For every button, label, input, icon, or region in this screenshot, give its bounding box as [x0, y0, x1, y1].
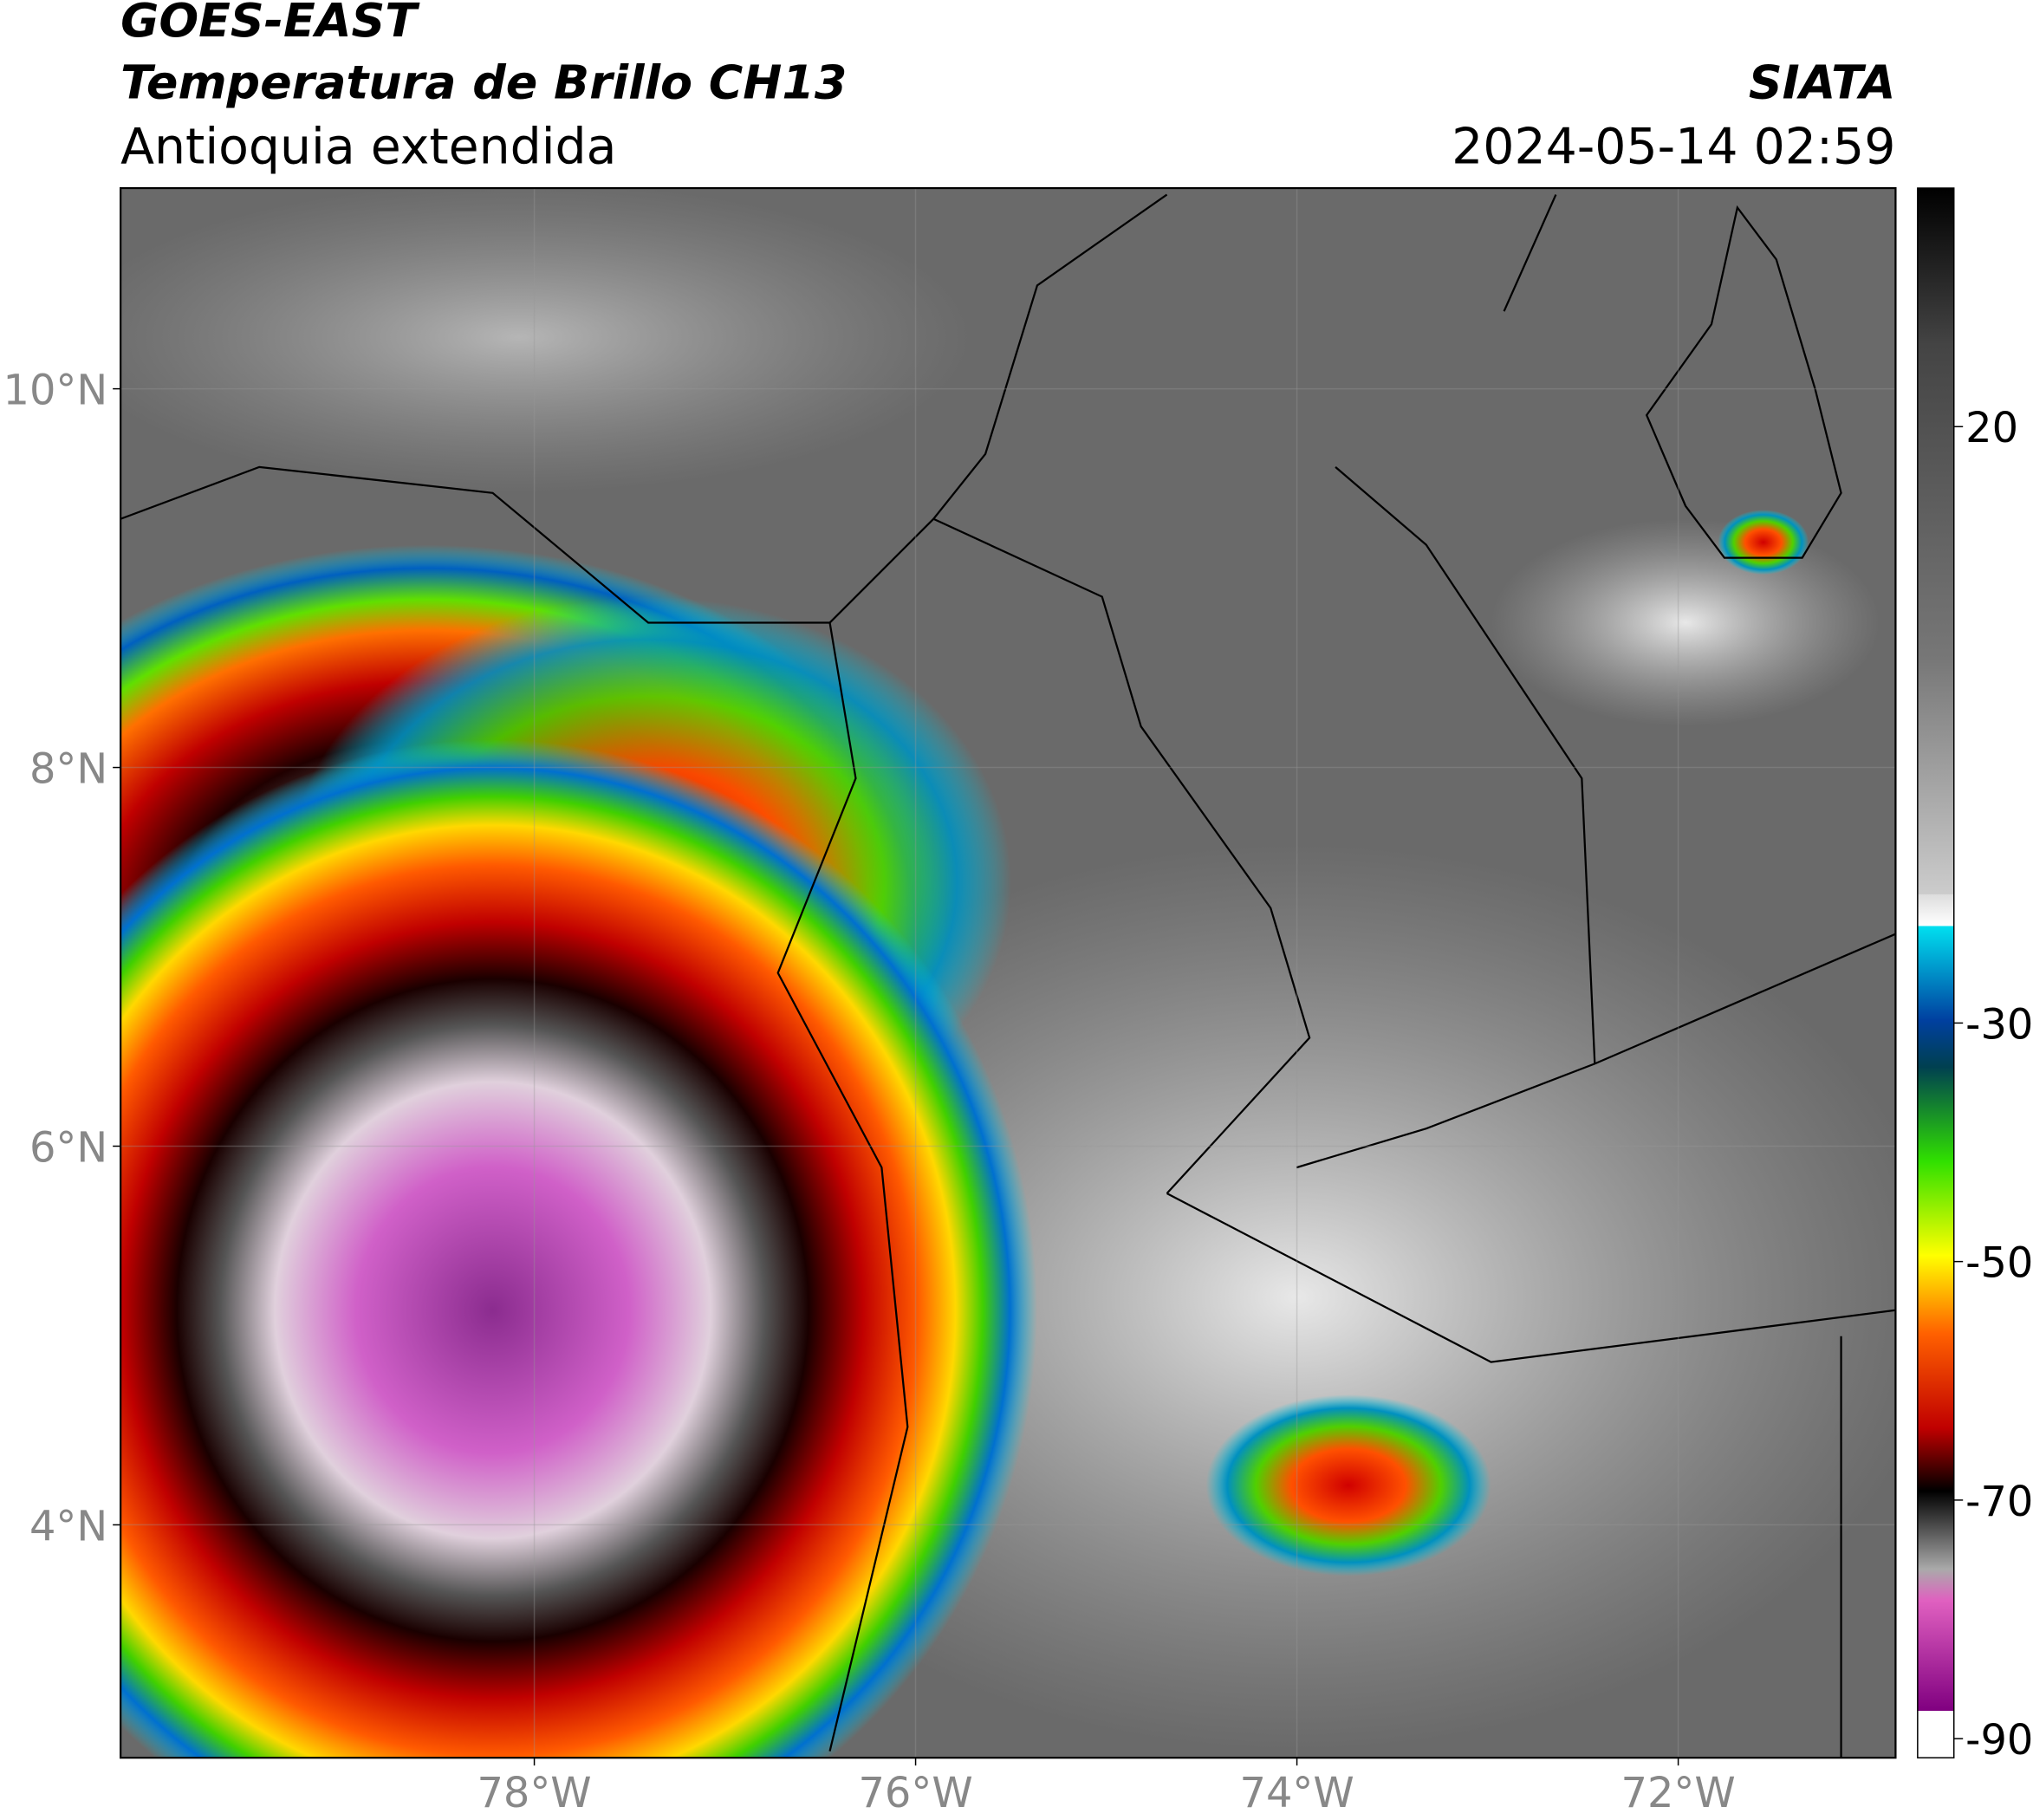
y-tick-label: 4°N	[29, 1503, 107, 1550]
storm	[1718, 510, 1809, 575]
y-tick-label: 10°N	[3, 367, 108, 415]
colorbar-label: 20	[1965, 405, 2018, 452]
cloud	[120, 188, 972, 493]
colorbar-label: -90	[1965, 1717, 2033, 1765]
colorbar-label: -70	[1965, 1479, 2033, 1526]
coastline	[1645, 205, 1842, 559]
x-tick-label: 74°W	[1239, 1770, 1354, 1817]
x-tick-label: 78°W	[477, 1770, 591, 1817]
cloud	[1491, 518, 1880, 727]
y-tick-label: 6°N	[29, 1124, 107, 1172]
datetime: 2024-05-14 02:59	[1452, 119, 1895, 176]
colorbar	[1917, 187, 1955, 1758]
colorbar-label: -30	[1965, 1001, 2033, 1049]
y-tick-label: 8°N	[29, 746, 107, 794]
region: Antioquia extendida	[120, 119, 616, 176]
borders	[120, 193, 1896, 1758]
graticule	[120, 188, 1896, 1758]
storm	[1205, 1394, 1491, 1576]
satellite-image	[120, 188, 1896, 1758]
colorbar-label: -50	[1965, 1240, 2033, 1288]
x-tick-label: 72°W	[1621, 1770, 1736, 1817]
storm	[120, 739, 1037, 1758]
map-frame	[120, 186, 1897, 1759]
source: SIATA	[1749, 55, 1896, 110]
title: GOES-EAST	[120, 0, 420, 48]
x-tick-label: 76°W	[858, 1770, 972, 1817]
subtitle: Temperatura de Brillo CH13	[120, 55, 847, 110]
